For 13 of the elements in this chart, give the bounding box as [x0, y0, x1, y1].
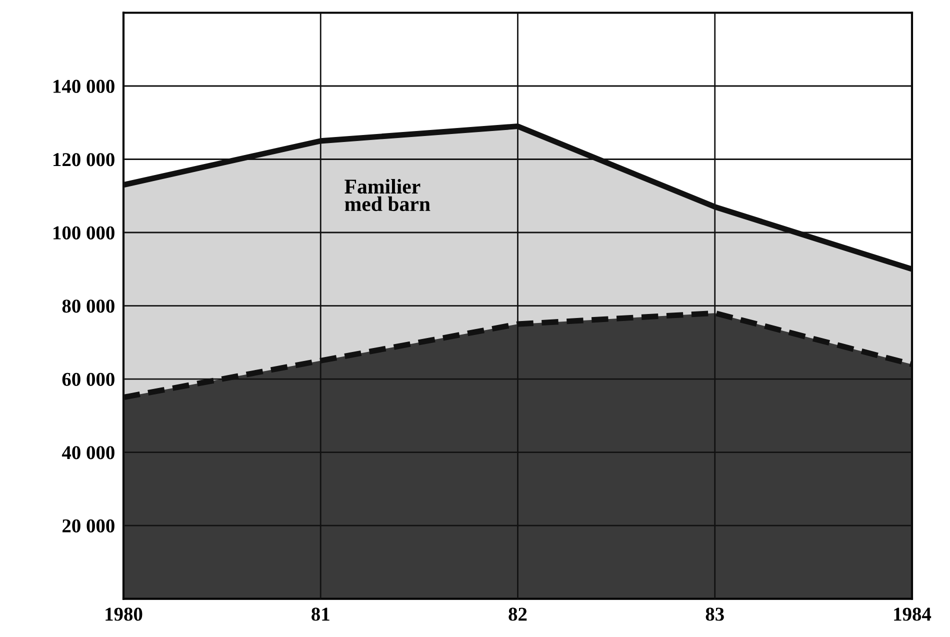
x-tick-label: 81	[312, 608, 330, 621]
y-tick-label: 40 000	[62, 446, 114, 460]
x-tick-label: 82	[508, 608, 527, 621]
y-tick-label: 120 000	[54, 153, 114, 166]
y-tick-label: 20 000	[62, 519, 114, 532]
y-tick-label: 140 000	[54, 80, 114, 93]
series-label: Familier med barn	[344, 178, 430, 212]
y-tick-label: 60 000	[62, 372, 114, 386]
x-tick-label: 1984	[894, 608, 932, 621]
x-tick-label: 83	[706, 608, 724, 621]
y-tick-label: 100 000	[54, 226, 114, 240]
x-tick-label: 1980	[106, 608, 142, 621]
y-tick-label: 80 000	[62, 300, 114, 313]
